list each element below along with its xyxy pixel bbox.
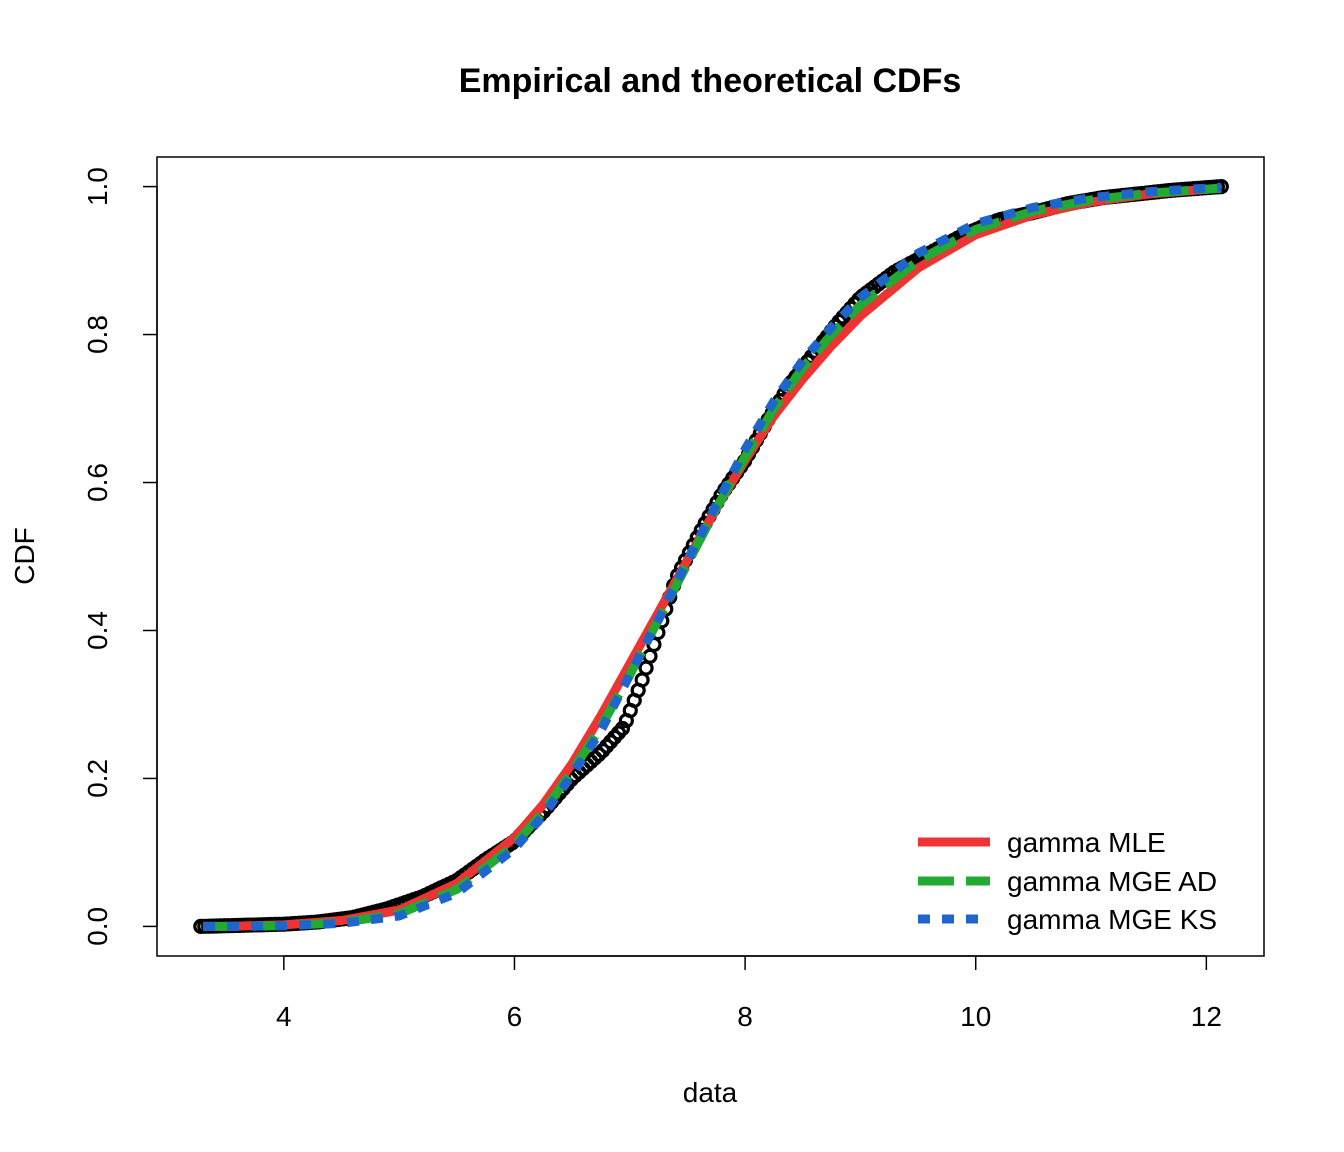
legend-label: gamma MLE bbox=[1007, 827, 1166, 858]
x-tick-label: 6 bbox=[507, 1001, 523, 1032]
y-axis-label: CDF bbox=[9, 527, 40, 585]
empirical-cdf-points bbox=[193, 178, 1229, 935]
series-line-gamma-mge-ks bbox=[203, 182, 1222, 931]
x-axis: 4 6 8 10 12 bbox=[276, 955, 1222, 1032]
empirical-point bbox=[642, 648, 658, 664]
legend-label: gamma MGE KS bbox=[1007, 904, 1217, 935]
x-tick-label: 4 bbox=[276, 1001, 292, 1032]
y-tick-label: 0.8 bbox=[82, 315, 113, 354]
y-axis: 0.0 0.2 0.4 0.6 0.8 1.0 bbox=[82, 167, 158, 946]
y-tick-label: 0.0 bbox=[82, 907, 113, 946]
legend: gamma MLE gamma MGE AD gamma MGE KS bbox=[918, 827, 1217, 935]
empirical-point bbox=[638, 660, 654, 676]
x-tick-label: 10 bbox=[960, 1001, 991, 1032]
y-tick-label: 0.2 bbox=[82, 759, 113, 798]
x-tick-label: 12 bbox=[1191, 1001, 1222, 1032]
x-axis-label: data bbox=[683, 1077, 738, 1108]
y-tick-label: 0.4 bbox=[82, 611, 113, 650]
chart-title: Empirical and theoretical CDFs bbox=[459, 62, 962, 100]
x-tick-label: 8 bbox=[737, 1001, 753, 1032]
series-line-gamma-mge-ad bbox=[203, 183, 1222, 931]
series-lines bbox=[203, 182, 1222, 931]
empirical-point bbox=[614, 720, 631, 737]
legend-label: gamma MGE AD bbox=[1007, 866, 1217, 897]
series-line-gamma-mle bbox=[203, 183, 1222, 931]
y-tick-label: 0.6 bbox=[82, 463, 113, 502]
y-tick-label: 1.0 bbox=[82, 167, 113, 206]
